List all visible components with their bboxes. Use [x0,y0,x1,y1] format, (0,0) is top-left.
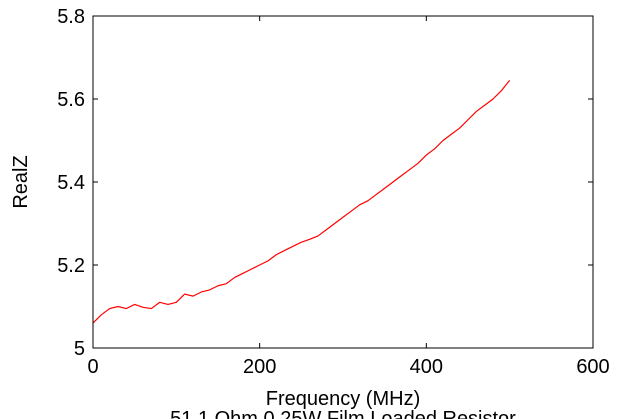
plot-content [92,79,511,324]
x-tick-label: 0 [87,356,98,378]
y-tick-label: 5.6 [57,89,85,111]
y-tick-label: 5.8 [57,6,85,28]
y-axis-ticks: 5 5.2 5.4 5.6 5.8 [57,6,593,360]
y-tick-label: 5.2 [57,255,85,277]
chart-title: 51.1 Ohm 0.25W Film Loaded Resistor [170,408,516,419]
x-tick-label: 600 [576,356,609,378]
plot-background [93,16,593,348]
y-tick-label: 5.4 [57,172,85,194]
x-tick-label: 400 [410,356,443,378]
series-line-0 [92,79,511,324]
y-tick-label: 5 [74,338,85,360]
x-tick-label: 200 [243,356,276,378]
x-axis-label: Frequency (MHz) [266,388,420,410]
y-axis-label: RealZ [10,155,32,208]
x-axis-ticks: 0 200 400 600 [87,16,610,378]
